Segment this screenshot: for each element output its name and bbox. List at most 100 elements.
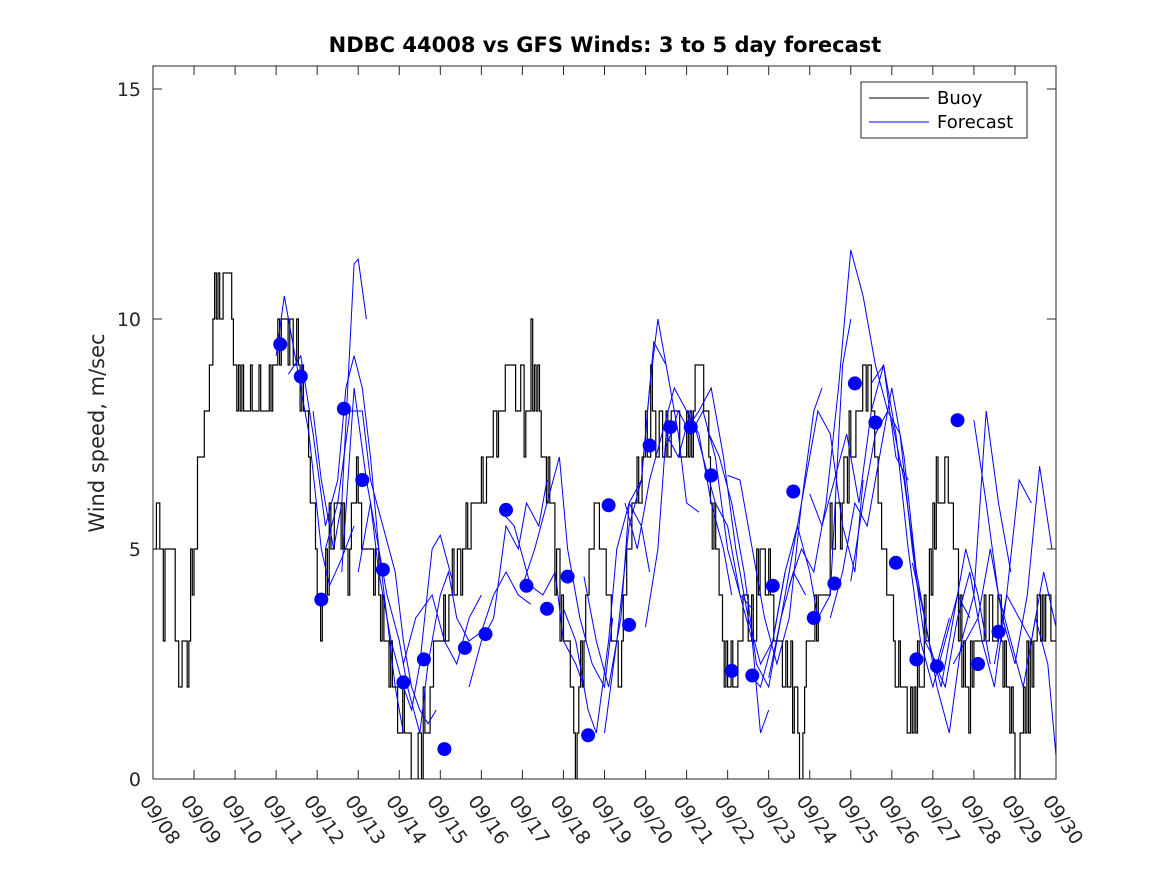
- forecast-series-line-18: [706, 429, 807, 689]
- forecast-dot-28: [847, 376, 862, 391]
- y-tick-label-0: 0: [129, 769, 141, 791]
- x-tick-label-4: 09/12: [299, 791, 348, 848]
- forecast-dot-30: [888, 555, 903, 570]
- forecast-series-line-16: [665, 409, 770, 734]
- forecast-dot-13: [540, 601, 554, 616]
- x-tick-label-5: 09/13: [340, 791, 389, 848]
- forecast-dot-12: [519, 578, 534, 593]
- forecast-series-line-9: [501, 511, 585, 688]
- forecast-dot-20: [683, 420, 698, 435]
- forecast-series-line-20: [747, 318, 852, 689]
- forecast-series-line-11: [563, 501, 651, 734]
- forecast-dot-24: [765, 578, 780, 593]
- forecast-dot-14: [560, 569, 575, 584]
- buoy-series-line: [153, 272, 1056, 779]
- forecast-series-line-26: [870, 363, 971, 689]
- x-tick-label-3: 09/11: [258, 791, 307, 848]
- forecast-series-line-32: [993, 571, 1056, 665]
- y-tick-label-3: 15: [117, 79, 141, 101]
- forecast-series-line-28: [911, 410, 1012, 734]
- x-tick-label-10: 09/18: [545, 791, 594, 848]
- forecast-series-line-10: [521, 456, 614, 689]
- x-tick-label-9: 09/17: [504, 791, 553, 848]
- forecast-series-line-5: [357, 502, 454, 712]
- plot-area: [153, 249, 1056, 779]
- x-tick-label-2: 09/10: [217, 791, 266, 848]
- forecast-dot-6: [396, 675, 411, 690]
- y-tick-label-2: 10: [117, 309, 141, 331]
- x-tick-label-22: 09/30: [1038, 791, 1087, 848]
- forecast-dot-23: [745, 668, 760, 683]
- forecast-series-line-24: [829, 387, 930, 642]
- x-tick-label-18: 09/26: [874, 791, 923, 848]
- forecast-dot-9: [457, 640, 472, 655]
- legend-box: [860, 81, 1028, 139]
- forecast-dot-19: [663, 420, 678, 435]
- x-tick-label-11: 09/19: [586, 791, 635, 848]
- x-tick-label-13: 09/21: [668, 791, 717, 848]
- forecast-dot-7: [416, 652, 431, 667]
- forecast-dot-32: [930, 659, 944, 674]
- forecast-series-line-6: [402, 593, 482, 666]
- legend-buoy-label: Buoy: [937, 88, 983, 109]
- forecast-dot-4: [355, 473, 370, 487]
- forecast-dot-34: [971, 657, 985, 671]
- x-tick-label-16: 09/24: [792, 791, 841, 848]
- forecast-series-line-2: [312, 258, 367, 550]
- forecast-series-line-27: [891, 420, 991, 688]
- x-tick-label-17: 09/25: [833, 791, 882, 848]
- y-tick-label-1: 5: [129, 539, 141, 561]
- x-tick-label-1: 09/09: [176, 791, 225, 848]
- forecast-dot-27: [827, 576, 842, 591]
- forecast-dot-33: [950, 413, 965, 428]
- x-tick-label-6: 09/14: [381, 791, 430, 848]
- forecast-series-line-17: [686, 386, 786, 666]
- forecast-series-line-3: [324, 410, 437, 725]
- forecast-series-line-31: [973, 420, 1056, 757]
- forecast-series-line-12: [583, 318, 667, 688]
- forecast-dot-11: [499, 502, 513, 517]
- forecast-dot-21: [704, 468, 719, 483]
- forecast-series-line-13: [604, 340, 700, 734]
- forecast-dot-31: [909, 652, 924, 667]
- forecast-series-line-29: [932, 478, 1032, 689]
- forecast-dot-29: [868, 415, 883, 430]
- x-tick-label-12: 09/20: [627, 791, 676, 848]
- x-tick-label-21: 09/29: [997, 791, 1046, 848]
- x-tick-label-7: 09/15: [422, 791, 471, 848]
- forecast-dot-25: [786, 484, 801, 499]
- ticks: 05101509/0809/0909/1009/1109/1209/1309/1…: [117, 66, 1087, 849]
- forecast-dot-5: [375, 562, 390, 577]
- x-tick-label-14: 09/22: [710, 791, 759, 848]
- forecast-series-line-21: [768, 409, 864, 678]
- forecast-dot-3: [336, 401, 351, 416]
- forecast-dot-10: [478, 627, 493, 642]
- y-axis-label: Wind speed, m/sec: [85, 333, 109, 532]
- forecast-series-line-19: [727, 387, 823, 666]
- x-tick-label-15: 09/23: [751, 791, 800, 848]
- forecast-series-line-14: [624, 386, 733, 596]
- forecast-series-line-7: [456, 570, 531, 642]
- forecast-series-line-15: [645, 409, 753, 628]
- forecast-dot-35: [991, 624, 1006, 639]
- forecast-series-line-23: [809, 364, 909, 528]
- forecast-dot-17: [622, 617, 637, 632]
- forecast-dot-26: [806, 611, 821, 625]
- x-tick-label-19: 09/27: [915, 791, 964, 848]
- forecast-series-line-0: [275, 295, 355, 588]
- x-tick-label-8: 09/16: [463, 791, 512, 848]
- forecast-series-line-22: [788, 249, 889, 586]
- forecast-dot-16: [601, 498, 616, 513]
- forecast-dot-22: [724, 663, 739, 678]
- forecast-dot-0: [273, 337, 288, 352]
- forecast-dot-8: [437, 742, 452, 757]
- legend-forecast-label: Forecast: [937, 112, 1013, 133]
- forecast-dot-18: [642, 438, 657, 453]
- chart-title: NDBC 44008 vs GFS Winds: 3 to 5 day fore…: [329, 33, 882, 57]
- legend: Buoy Forecast: [860, 81, 1028, 139]
- forecast-dot-15: [581, 728, 596, 743]
- x-tick-label-0: 09/08: [135, 791, 184, 848]
- x-tick-label-20: 09/28: [956, 791, 1005, 848]
- forecast-dot-2: [314, 592, 329, 607]
